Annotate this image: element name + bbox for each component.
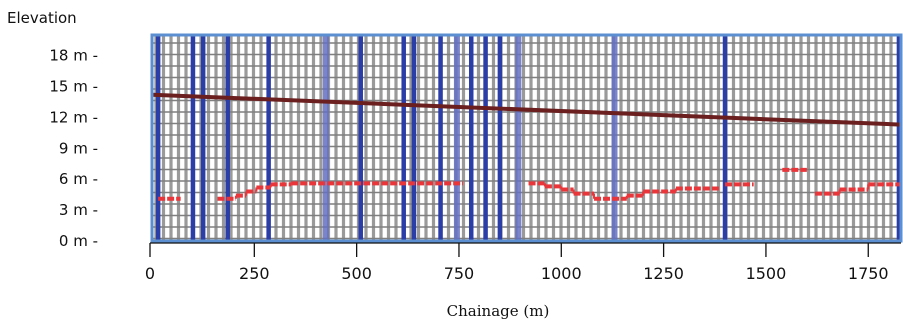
- y-tick-label: 3 m -: [59, 201, 98, 219]
- x-axis-label: Chainage (m): [447, 302, 550, 320]
- y-tick-label: 15 m -: [49, 78, 98, 96]
- grid: [152, 35, 901, 241]
- y-tick-label: 18 m -: [49, 47, 98, 65]
- elevation-line: [151, 92, 902, 127]
- y-tick-label: 0 m -: [59, 232, 98, 250]
- x-tick-label: 500: [341, 264, 372, 283]
- y-tick-label: 12 m -: [49, 108, 98, 126]
- y-axis-label: Elevation: [7, 9, 77, 27]
- x-tick-label: 1750: [848, 264, 889, 283]
- data-series: [151, 92, 902, 201]
- x-tick-label: 1000: [541, 264, 582, 283]
- x-tick-label: 250: [239, 264, 270, 283]
- y-tick-label: 9 m -: [59, 139, 98, 157]
- x-tick-label: 1250: [643, 264, 684, 283]
- x-tick-label: 750: [444, 264, 475, 283]
- plot-border: [150, 33, 903, 243]
- x-tick-label: 1500: [746, 264, 787, 283]
- vertical-marker-lines: [155, 35, 902, 241]
- y-tick-label: 6 m -: [59, 170, 98, 188]
- x-tick-label: 0: [145, 264, 155, 283]
- axes: 0 250 500 750 1000 1250 1500 1750 0 m - 3 m - 6 m …: [49, 47, 901, 283]
